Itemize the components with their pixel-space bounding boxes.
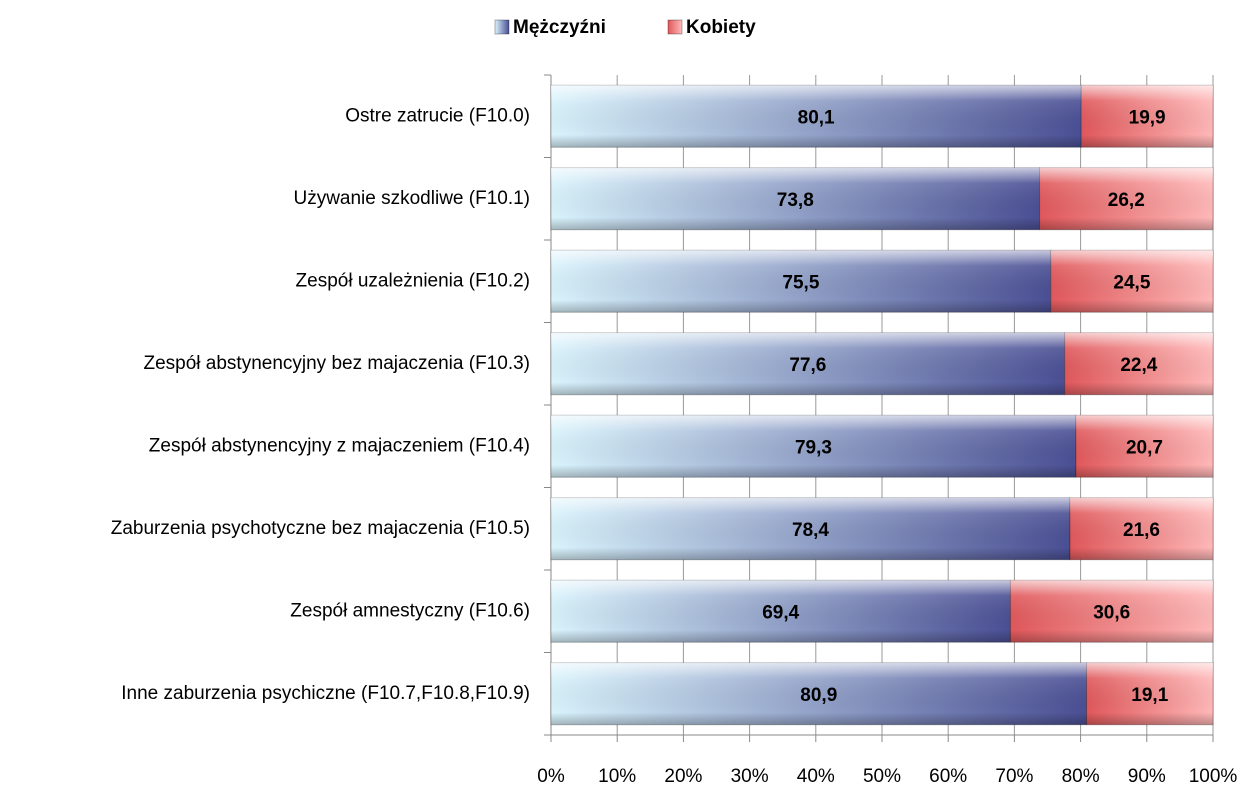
data-label: 75,5	[782, 272, 819, 293]
x-tick-label: 80%	[1062, 766, 1100, 787]
category-label: Zespół abstynencyjny z majaczeniem (F10.…	[149, 435, 530, 456]
bar-gloss	[1010, 580, 1213, 643]
bar-gloss	[551, 580, 1011, 643]
bar-gloss	[1039, 167, 1213, 230]
bar-gloss	[551, 662, 1087, 725]
bar-gloss	[1075, 415, 1213, 478]
data-label: 79,3	[795, 437, 832, 458]
bar-gloss	[551, 85, 1082, 148]
data-label: 19,9	[1129, 107, 1166, 128]
category-label: Używanie szkodliwe (F10.1)	[293, 188, 530, 209]
data-label: 19,1	[1131, 685, 1168, 706]
data-label: 30,6	[1093, 602, 1130, 623]
x-tick-label: 50%	[863, 766, 901, 787]
legend-label: Kobiety	[686, 17, 756, 38]
category-label: Ostre zatrucie (F10.0)	[345, 105, 530, 126]
x-tick-label: 30%	[731, 766, 769, 787]
x-tick-label: 60%	[929, 766, 967, 787]
bar-gloss	[551, 415, 1076, 478]
data-label: 73,8	[777, 190, 814, 211]
bar-gloss	[1064, 332, 1213, 395]
data-label: 24,5	[1113, 272, 1150, 293]
data-label: 77,6	[789, 355, 826, 376]
category-label: Zespół uzależnienia (F10.2)	[296, 270, 530, 291]
bar-gloss	[1050, 250, 1213, 313]
data-label: 80,1	[798, 107, 835, 128]
data-label: 80,9	[800, 685, 837, 706]
x-tick-label: 20%	[664, 766, 702, 787]
legend-swatch	[667, 19, 683, 35]
category-label: Inne zaburzenia psychiczne (F10.7,F10.8,…	[121, 683, 530, 704]
data-label: 78,4	[792, 520, 829, 541]
bar-gloss	[1070, 497, 1213, 560]
bar-gloss	[551, 250, 1051, 313]
category-label: Zaburzenia psychotyczne bez majaczenia (…	[111, 518, 530, 539]
x-tick-label: 90%	[1128, 766, 1166, 787]
bar-gloss	[1081, 85, 1213, 148]
legend-label: Mężczyźni	[513, 17, 606, 38]
legend-swatch	[494, 19, 510, 35]
x-tick-label: 10%	[598, 766, 636, 787]
data-label: 21,6	[1123, 520, 1160, 541]
x-tick-label: 100%	[1189, 766, 1238, 787]
bar-gloss	[1086, 662, 1213, 725]
data-label: 20,7	[1126, 437, 1163, 458]
x-tick-label: 0%	[537, 766, 565, 787]
category-label: Zespół amnestyczny (F10.6)	[290, 600, 530, 621]
x-tick-label: 40%	[797, 766, 835, 787]
data-label: 69,4	[762, 602, 799, 623]
x-tick-label: 70%	[995, 766, 1033, 787]
bar-gloss	[551, 332, 1065, 395]
category-label: Zespół abstynencyjny bez majaczenia (F10…	[143, 353, 530, 374]
bar-gloss	[551, 497, 1071, 560]
data-label: 26,2	[1108, 190, 1145, 211]
bar-gloss	[551, 167, 1040, 230]
data-label: 22,4	[1120, 355, 1157, 376]
